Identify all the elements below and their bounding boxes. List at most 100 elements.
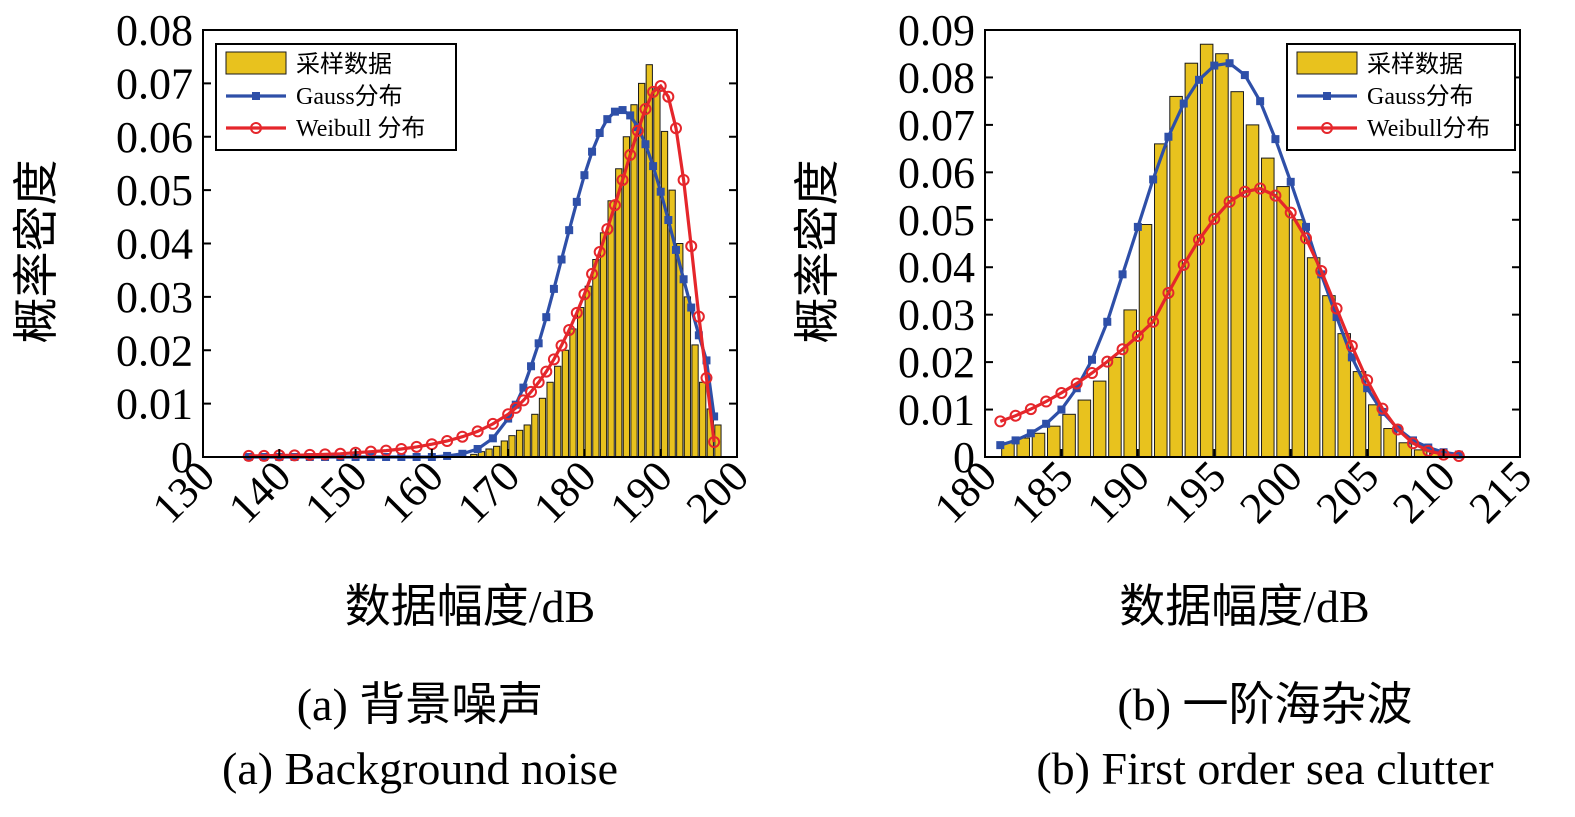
data-point <box>509 401 522 414</box>
y-tick-label: 0.06 <box>116 113 193 162</box>
bar <box>1077 399 1092 458</box>
data-point <box>1330 302 1343 315</box>
data-point <box>608 199 621 212</box>
bar <box>599 232 608 458</box>
data-point <box>527 362 536 371</box>
bar <box>515 429 524 458</box>
data-point <box>1256 97 1265 106</box>
chart-panel-b: 00.010.020.030.040.050.060.070.080.09 180… <box>792 6 1541 632</box>
data-point <box>1055 386 1068 399</box>
x-tick-label: 140 <box>219 451 300 532</box>
data-point <box>517 394 530 407</box>
y-axis-label: 概率密度 <box>792 160 843 344</box>
data-point <box>473 444 482 453</box>
data-point <box>1164 132 1173 141</box>
data-point <box>694 331 703 340</box>
x-tick-label: 200 <box>1230 451 1311 532</box>
legend: 采样数据 Gauss分布 Weibull分布 <box>1286 43 1516 151</box>
bar <box>1092 380 1107 458</box>
y-tick-label: 0.01 <box>898 386 975 435</box>
data-point <box>578 288 591 301</box>
x-tick-label: 185 <box>1001 451 1082 532</box>
y-tick-label: 0.02 <box>898 338 975 387</box>
x-tick-label: 195 <box>1154 451 1235 532</box>
data-point <box>588 147 597 156</box>
x-axis-label: 数据幅度/dB <box>345 581 595 632</box>
data-point <box>1422 444 1435 457</box>
data-point <box>1057 405 1066 414</box>
legend-label: Weibull分布 <box>1367 115 1490 142</box>
bar <box>1108 356 1122 458</box>
data-point <box>486 417 499 430</box>
data-point <box>288 449 301 462</box>
x-tick-label: 180 <box>925 451 1006 532</box>
data-point <box>593 246 606 259</box>
y-tick-label: 0.08 <box>116 6 193 55</box>
caption-a-en: (a) Background noise <box>222 743 618 794</box>
bar <box>714 424 722 458</box>
data-point <box>1378 407 1387 416</box>
bar <box>500 440 508 458</box>
data-point <box>1088 355 1096 364</box>
data-point <box>1086 367 1098 380</box>
data-point <box>664 216 673 225</box>
legend-label: Gauss分布 <box>1367 83 1474 110</box>
legend-label: Gauss分布 <box>296 83 403 110</box>
bar <box>554 365 562 458</box>
bar <box>607 200 615 458</box>
bar <box>1306 257 1321 458</box>
y-tick-label: 0.07 <box>898 101 975 150</box>
data-point <box>242 449 255 462</box>
data-point <box>410 440 423 453</box>
data-point <box>1409 436 1417 445</box>
bar <box>1398 442 1413 458</box>
data-point <box>1269 189 1282 202</box>
data-point <box>618 106 627 115</box>
data-point <box>532 376 545 389</box>
data-point <box>1315 265 1328 278</box>
x-tick-label: 215 <box>1460 451 1541 532</box>
data-point <box>1361 374 1374 387</box>
bar <box>1215 53 1229 458</box>
bar <box>1199 43 1214 458</box>
y-tick-label: 0.09 <box>898 6 975 55</box>
y-tick-label: 0.05 <box>116 166 193 215</box>
data-point <box>679 275 688 284</box>
data-point <box>677 173 690 186</box>
x-tick-label: 190 <box>1078 451 1159 532</box>
data-point <box>547 353 560 366</box>
data-point <box>662 90 675 103</box>
data-point <box>1116 343 1129 356</box>
data-point <box>395 442 408 455</box>
data-point <box>649 162 658 171</box>
data-point <box>700 372 713 385</box>
data-point <box>692 310 705 323</box>
x-tick-label: 190 <box>600 451 681 532</box>
data-point <box>1101 355 1114 368</box>
data-point <box>601 223 614 236</box>
data-point <box>1070 377 1083 390</box>
bar <box>1047 425 1061 458</box>
data-point <box>511 400 520 409</box>
data-point <box>458 449 467 458</box>
bar <box>538 397 547 458</box>
bar <box>691 344 699 458</box>
data-point <box>1391 423 1404 436</box>
data-point <box>1332 313 1341 322</box>
y-tick-label: 0.04 <box>116 220 193 269</box>
data-point <box>626 111 635 120</box>
data-point <box>540 365 553 378</box>
data-point <box>1225 59 1234 68</box>
data-point <box>656 187 665 196</box>
data-point <box>258 449 271 462</box>
data-point <box>1103 317 1112 326</box>
data-point <box>380 444 393 457</box>
data-point <box>1177 258 1190 271</box>
data-point <box>319 448 332 461</box>
x-tick-label: 150 <box>295 451 376 532</box>
data-point <box>565 226 574 235</box>
plot-frame <box>984 29 1521 458</box>
bar <box>660 130 669 458</box>
data-point <box>1407 437 1419 450</box>
data-point <box>687 303 696 312</box>
